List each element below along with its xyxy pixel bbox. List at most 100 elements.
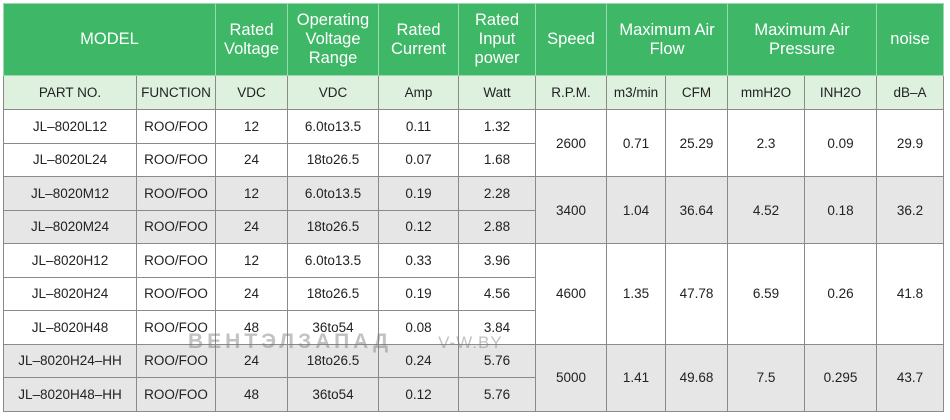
power-unit: Watt xyxy=(458,75,536,110)
rated-power: 3.96 xyxy=(458,243,536,278)
rated-current: 0.07 xyxy=(378,142,459,177)
speed-rpm: 2600 xyxy=(535,109,607,177)
rated-voltage-unit: VDC xyxy=(215,75,288,110)
function: ROO/FOO xyxy=(136,310,216,345)
noise-db: 36.2 xyxy=(876,176,945,244)
speed-header: Speed xyxy=(535,3,607,76)
rated-current-header: Rated Current xyxy=(378,3,459,76)
pressure-mm: 2.3 xyxy=(727,109,806,177)
voltage-range: 18to26.5 xyxy=(287,142,379,177)
noise-db: 41.8 xyxy=(876,243,945,345)
function: ROO/FOO xyxy=(136,109,216,144)
noise-db: 29.9 xyxy=(876,109,945,177)
voltage-range: 6.0to13.5 xyxy=(287,243,379,278)
rated-current: 0.08 xyxy=(378,310,459,345)
air-flow-header: Maximum Air Flow xyxy=(605,3,729,76)
fan-spec-table: MODEL Rated Voltage Operating Voltage Ra… xyxy=(3,3,945,412)
function: ROO/FOO xyxy=(136,176,216,211)
rated-voltage: 48 xyxy=(215,310,288,345)
rated-voltage: 24 xyxy=(215,209,288,244)
voltage-range: 6.0to13.5 xyxy=(287,176,379,211)
flow-m3: 1.41 xyxy=(606,343,666,412)
rated-power: 2.88 xyxy=(458,209,536,244)
voltage-range: 36to54 xyxy=(287,377,379,412)
rated-current: 0.11 xyxy=(378,109,459,144)
noise-db: 43.7 xyxy=(876,343,945,412)
function: ROO/FOO xyxy=(136,377,216,412)
rated-voltage: 24 xyxy=(215,276,288,311)
flow-cfm: 49.68 xyxy=(664,343,729,412)
flow-cfm: 36.64 xyxy=(664,176,729,244)
part-number: JL–8020H24 xyxy=(3,276,137,311)
part-number: JL–8020H48–HH xyxy=(3,377,137,412)
speed-unit: R.P.M. xyxy=(535,75,607,110)
table-row: JL–8020H12 ROO/FOO 12 6.0to13.5 0.33 3.9… xyxy=(3,243,945,345)
rated-power: 4.56 xyxy=(458,276,536,311)
rated-current: 0.19 xyxy=(378,276,459,311)
table-row: JL–8020H24–HH ROO/FOO 24 18to26.5 0.24 5… xyxy=(3,343,945,412)
speed-rpm: 5000 xyxy=(535,343,607,412)
flow-cfm-unit: CFM xyxy=(664,75,729,110)
table-row: JL–8020L24 ROO/FOO 24 18to26.5 0.07 1.68 xyxy=(3,142,944,177)
table-row: JL–8020H24 ROO/FOO 24 18to26.5 0.19 4.56 xyxy=(3,276,944,311)
part-number: JL–8020H48 xyxy=(3,310,137,345)
part-no-unit: PART NO. xyxy=(3,75,137,110)
part-number: JL–8020L24 xyxy=(3,142,137,177)
pressure-mm: 4.52 xyxy=(727,176,806,244)
function: ROO/FOO xyxy=(136,209,216,244)
rated-current: 0.33 xyxy=(378,243,459,278)
pressure-mm: 7.5 xyxy=(727,343,806,412)
pressure-in: 0.26 xyxy=(804,243,878,345)
voltage-range: 36to54 xyxy=(287,310,379,345)
current-unit: Amp xyxy=(378,75,459,110)
part-number: JL–8020L12 xyxy=(3,109,137,144)
rated-power-header: Rated Input power xyxy=(458,3,536,76)
table-row: JL–8020M24 ROO/FOO 24 18to26.5 0.12 2.88 xyxy=(3,209,944,244)
flow-m3: 0.71 xyxy=(606,109,666,177)
rated-current: 0.24 xyxy=(378,343,459,378)
flow-cfm: 25.29 xyxy=(664,109,729,177)
function-unit: FUNCTION xyxy=(136,75,216,110)
part-number: JL–8020M12 xyxy=(3,176,137,211)
table-row: JL–8020H48–HH ROO/FOO 48 36to54 0.12 5.7… xyxy=(3,377,944,412)
rated-voltage: 24 xyxy=(215,142,288,177)
rated-power: 5.76 xyxy=(458,343,536,378)
pressure-mm-unit: mmH2O xyxy=(727,75,806,110)
rated-power: 3.84 xyxy=(458,310,536,345)
flow-m3: 1.35 xyxy=(606,243,666,345)
noise-header: noise xyxy=(876,3,945,76)
rated-current: 0.12 xyxy=(378,209,459,244)
rated-voltage: 12 xyxy=(215,176,288,211)
rated-power: 1.32 xyxy=(458,109,536,144)
voltage-range: 18to26.5 xyxy=(287,209,379,244)
function: ROO/FOO xyxy=(136,243,216,278)
operating-voltage-header: Operating Voltage Range xyxy=(287,3,379,76)
pressure-in: 0.09 xyxy=(804,109,878,177)
rated-current: 0.19 xyxy=(378,176,459,211)
table-row: JL–8020H48 ROO/FOO 48 36to54 0.08 3.84 xyxy=(3,310,944,345)
rated-power: 2.28 xyxy=(458,176,536,211)
pressure-mm: 6.59 xyxy=(727,243,806,345)
part-number: JL–8020M24 xyxy=(3,209,137,244)
flow-cfm: 47.78 xyxy=(664,243,729,345)
pressure-in-unit: INH2O xyxy=(804,75,878,110)
table-row: JL–8020L12 ROO/FOO 12 6.0to13.5 0.11 1.3… xyxy=(3,109,945,177)
operating-voltage-unit: VDC xyxy=(287,75,379,110)
rated-power: 5.76 xyxy=(458,377,536,412)
flow-m3: 1.04 xyxy=(606,176,666,244)
speed-rpm: 3400 xyxy=(535,176,607,244)
speed-rpm: 4600 xyxy=(535,243,607,345)
voltage-range: 18to26.5 xyxy=(287,343,379,378)
pressure-in: 0.295 xyxy=(804,343,878,412)
rated-current: 0.12 xyxy=(378,377,459,412)
function: ROO/FOO xyxy=(136,142,216,177)
rated-voltage: 12 xyxy=(215,243,288,278)
rated-voltage: 24 xyxy=(215,343,288,378)
part-number: JL–8020H12 xyxy=(3,243,137,278)
part-number: JL–8020H24–HH xyxy=(3,343,137,378)
voltage-range: 6.0to13.5 xyxy=(287,109,379,144)
voltage-range: 18to26.5 xyxy=(287,276,379,311)
pressure-in: 0.18 xyxy=(804,176,878,244)
rated-voltage-header: Rated Voltage xyxy=(215,3,288,76)
unit-row: PART NO. FUNCTION VDC VDC Amp Watt R.P.M… xyxy=(3,75,945,110)
